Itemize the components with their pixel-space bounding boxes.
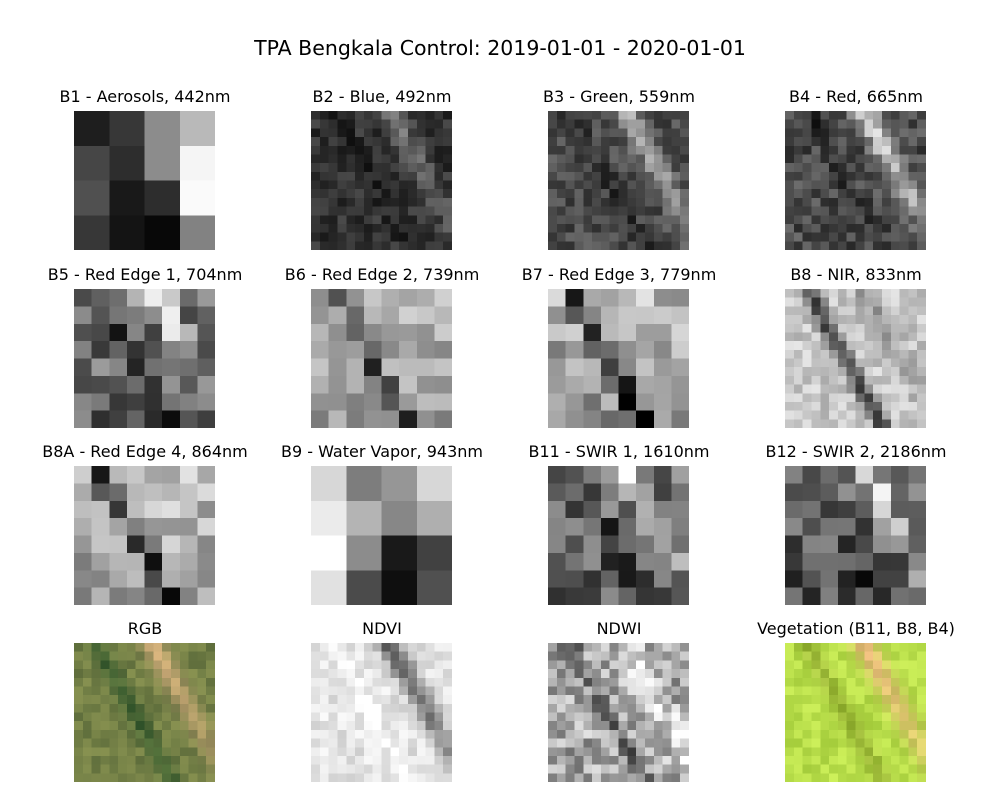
panel-title: B6 - Red Edge 2, 739nm: [284, 265, 480, 284]
band-image: [785, 111, 926, 250]
panel-title: B2 - Blue, 492nm: [312, 87, 452, 106]
panel-title: B5 - Red Edge 1, 704nm: [47, 265, 243, 284]
band-image: [74, 289, 215, 428]
panel-title: B11 - SWIR 1, 1610nm: [528, 442, 710, 461]
band-panel: B2 - Blue, 492nm: [267, 87, 497, 257]
panel-title: NDWI: [596, 619, 642, 638]
band-image: [311, 643, 452, 782]
band-panel: B9 - Water Vapor, 943nm: [267, 442, 497, 612]
band-panel: Vegetation (B11, B8, B4): [741, 619, 971, 789]
band-image: [311, 466, 452, 605]
band-panel: B5 - Red Edge 1, 704nm: [30, 265, 260, 435]
panel-title: B7 - Red Edge 3, 779nm: [521, 265, 717, 284]
band-image: [785, 289, 926, 428]
panel-title: NDVI: [362, 619, 402, 638]
band-image: [548, 111, 689, 250]
panel-title: B12 - SWIR 2, 2186nm: [765, 442, 947, 461]
panel-title: RGB: [127, 619, 163, 638]
panel-title: B9 - Water Vapor, 943nm: [281, 442, 483, 461]
band-image: [74, 111, 215, 250]
panel-title: B1 - Aerosols, 442nm: [59, 87, 231, 106]
panel-title: B8A - Red Edge 4, 864nm: [42, 442, 248, 461]
band-panel: NDWI: [504, 619, 734, 789]
band-panel: NDVI: [267, 619, 497, 789]
band-panel: B6 - Red Edge 2, 739nm: [267, 265, 497, 435]
panel-title: B4 - Red, 665nm: [789, 87, 923, 106]
band-panel: B3 - Green, 559nm: [504, 87, 734, 257]
band-image: [74, 466, 215, 605]
band-image: [74, 643, 215, 782]
band-image: [785, 466, 926, 605]
band-image: [311, 111, 452, 250]
panel-title: Vegetation (B11, B8, B4): [757, 619, 955, 638]
band-panel: B4 - Red, 665nm: [741, 87, 971, 257]
band-panel: B8 - NIR, 833nm: [741, 265, 971, 435]
band-panel: B1 - Aerosols, 442nm: [30, 87, 260, 257]
band-image: [548, 643, 689, 782]
band-image: [548, 289, 689, 428]
panel-title: B8 - NIR, 833nm: [790, 265, 922, 284]
band-image: [785, 643, 926, 782]
band-panel: B7 - Red Edge 3, 779nm: [504, 265, 734, 435]
band-image: [548, 466, 689, 605]
band-image: [311, 289, 452, 428]
band-panel: B8A - Red Edge 4, 864nm: [30, 442, 260, 612]
chart-title: TPA Bengkala Control: 2019-01-01 - 2020-…: [254, 36, 746, 60]
band-panel: RGB: [30, 619, 260, 789]
band-panel: B12 - SWIR 2, 2186nm: [741, 442, 971, 612]
panel-title: B3 - Green, 559nm: [543, 87, 695, 106]
band-panel: B11 - SWIR 1, 1610nm: [504, 442, 734, 612]
